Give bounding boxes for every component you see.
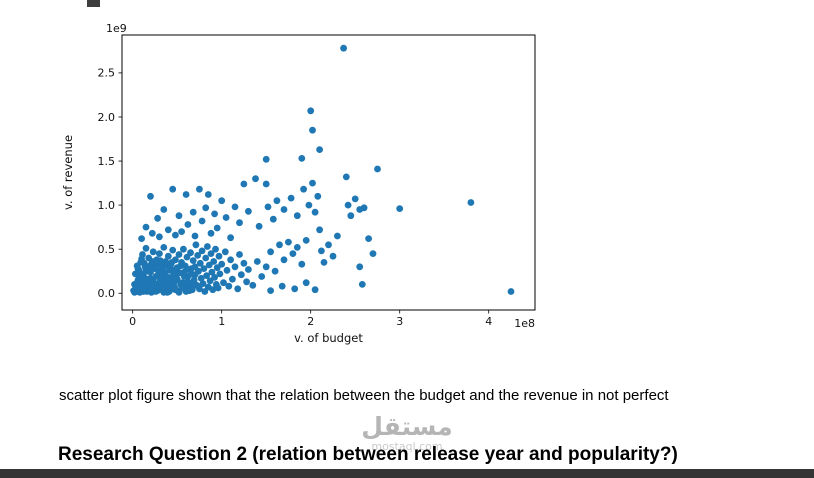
svg-text:v. of revenue: v. of revenue [61, 135, 75, 210]
svg-text:1: 1 [218, 315, 225, 328]
svg-text:1e9: 1e9 [106, 22, 127, 35]
research-question-heading: Research Question 2 (relation between re… [58, 444, 678, 465]
svg-text:2: 2 [307, 315, 314, 328]
svg-text:1.5: 1.5 [98, 155, 116, 168]
scatter-figure: 0 1 2 3 4 0.0 0.5 1.0 1.5 2.0 2.5 1e9 1e8 v. of budge… [60, 22, 560, 352]
svg-text:3: 3 [396, 315, 403, 328]
bottom-bar [0, 469, 814, 478]
svg-text:0.0: 0.0 [98, 287, 116, 300]
svg-text:1.0: 1.0 [98, 199, 116, 212]
scroll-marker [87, 0, 100, 7]
svg-text:0: 0 [129, 315, 136, 328]
svg-text:1e8: 1e8 [514, 317, 535, 330]
figure-caption: scatter plot figure shown that the relat… [59, 387, 669, 404]
svg-text:v. of budget: v. of budget [294, 331, 363, 345]
svg-text:2.5: 2.5 [98, 67, 116, 80]
svg-text:2.0: 2.0 [98, 111, 116, 124]
svg-text:4: 4 [485, 315, 492, 328]
watermark-domain-text: mostaql.com [371, 440, 443, 453]
svg-text:0.5: 0.5 [98, 243, 116, 256]
scatter-plot: 0 1 2 3 4 0.0 0.5 1.0 1.5 2.0 2.5 1e9 1e8 v. of budge… [61, 22, 536, 345]
watermark: مستقل mostaql.com [361, 414, 452, 453]
watermark-arabic-text: مستقل [361, 412, 453, 441]
